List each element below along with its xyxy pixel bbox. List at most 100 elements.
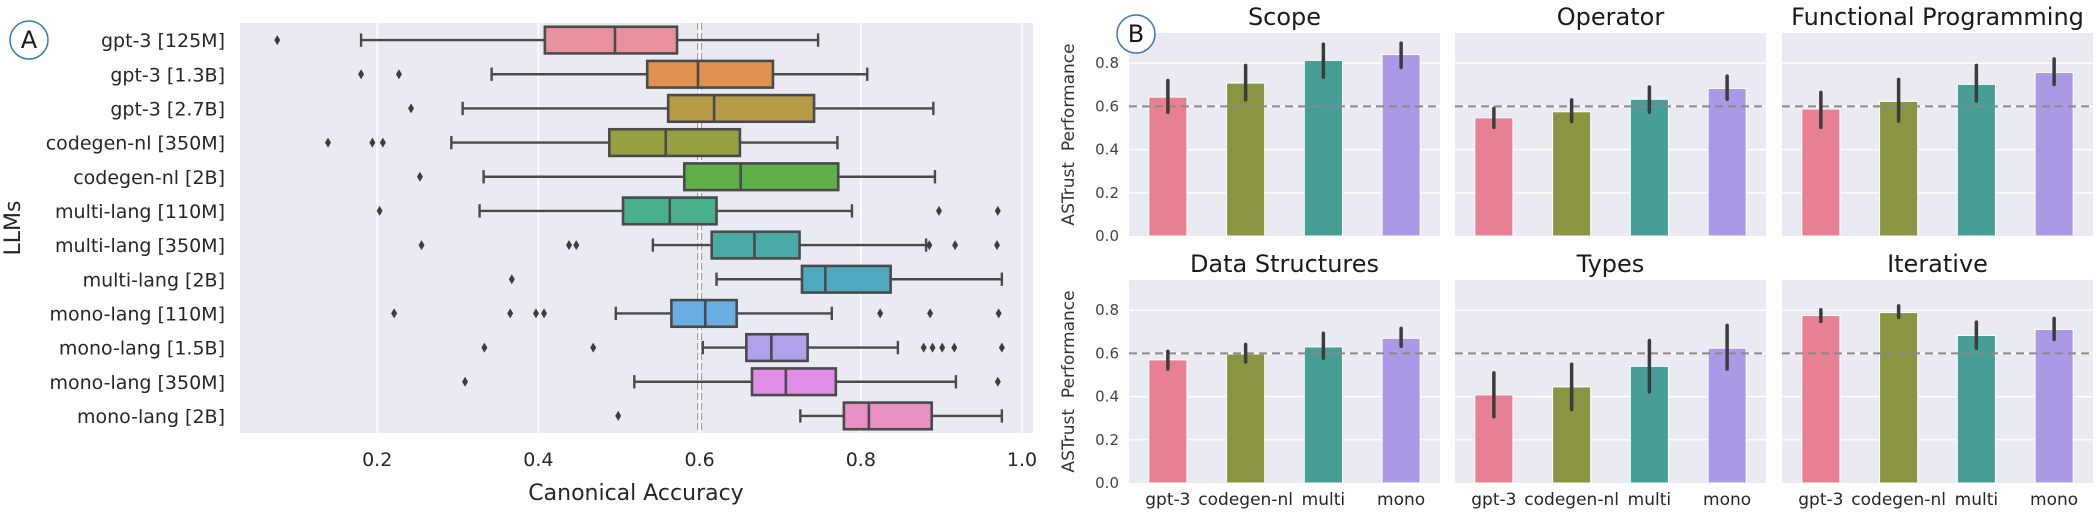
bar-multi: [1956, 83, 1996, 237]
panel-a-x-axis-label: Canonical Accuracy: [528, 481, 743, 506]
outlier-marker: [541, 308, 548, 319]
box-iqr: [645, 59, 775, 89]
outlier-marker: [507, 308, 514, 319]
subplot-operator: Operator: [1455, 3, 1766, 237]
panel-a-badge: A: [9, 20, 49, 60]
panel-a-y-tick-label: mono-lang [110M]: [49, 303, 225, 325]
subplot-data-structures: 0.0 0.2 0.4 0.6 0.8 Data Structures gpt-3 codeg…: [1059, 250, 1440, 510]
bar-mono: [1381, 337, 1421, 484]
outlier-marker: [952, 240, 959, 251]
box-gpt-3-2-7b: [408, 93, 935, 124]
outlier-marker: [418, 240, 425, 251]
subplot-y-tick-label: 0.6: [1095, 97, 1119, 115]
outlier-marker: [369, 137, 376, 148]
subplot-iterative: Iterative gpt-3 codegen-nl multi mono: [1782, 250, 2093, 510]
bar-codegen-nl: [1226, 353, 1266, 484]
panel-a-x-tick-label: 0.4: [523, 449, 553, 471]
bar-mono: [1707, 87, 1747, 237]
outlier-marker: [935, 205, 942, 216]
outlier-marker: [877, 308, 884, 319]
outlier-marker: [998, 342, 1005, 353]
bar-codegen-nl: [1879, 312, 1919, 484]
outlier-marker: [274, 35, 281, 46]
subplot-y-tick-label: 0.4: [1095, 141, 1119, 159]
panel-a-x-tick-label: 0.8: [846, 449, 876, 471]
subplot-title: Scope: [1248, 3, 1321, 31]
outlier-marker: [508, 274, 515, 285]
subplot-y-tick-label: 0.2: [1095, 184, 1119, 202]
outlier-marker: [379, 137, 386, 148]
panel-a-y-tick-label: gpt-3 [125M]: [101, 30, 225, 52]
box-iqr: [608, 127, 742, 158]
box-gpt-3-1-3b: [358, 59, 869, 89]
box-codegen-nl-2b: [416, 162, 937, 192]
panel-a-x-tick-labels: 0.2 0.4 0.6 0.8 1.0: [362, 449, 1037, 471]
box-iqr: [543, 25, 679, 55]
bar-multi: [1629, 98, 1669, 237]
box-gpt-3-125m: [274, 25, 820, 55]
bar-gpt-3: [1474, 117, 1514, 237]
bar-mono: [2034, 71, 2074, 237]
panel-b-badge: B: [1116, 14, 1156, 54]
outlier-marker: [416, 171, 423, 182]
outlier-marker: [395, 69, 402, 80]
panel-a-boxplot: gpt-3 [125M] gpt-3 [1.3B] gpt-3 [2.7B] code…: [1, 20, 1037, 506]
outlier-marker: [615, 410, 622, 421]
box-iqr: [745, 332, 809, 363]
subplot-x-tick-label: mono: [1377, 490, 1425, 510]
subplot-y-tick-label: 0.2: [1095, 431, 1119, 449]
subplot-y-axis-label: ASTrust Performance: [1059, 43, 1079, 225]
outlier-marker: [929, 342, 936, 353]
outlier-marker: [566, 240, 573, 251]
outlier-marker: [926, 240, 933, 251]
box-iqr: [842, 401, 934, 431]
subplot-x-tick-label: gpt-3: [1145, 490, 1190, 510]
panel-a-y-tick-label: codegen-nl [2B]: [73, 167, 225, 189]
box-multi-lang-110m: [376, 196, 1001, 226]
panel-a-x-tick-label: 0.6: [684, 449, 714, 471]
box-mono-lang-2b: [615, 401, 1004, 431]
subplot-y-axis-label: ASTrust Performance: [1059, 290, 1079, 472]
panel-a-x-tick-label: 1.0: [1007, 449, 1037, 471]
panel-b-subplots: 0.0 0.2 0.4 0.6 0.8 Scope ASTrust Performance O…: [1059, 3, 2093, 510]
subplot-title: Operator: [1557, 3, 1665, 31]
outlier-marker: [994, 240, 1001, 251]
outlier-marker: [358, 69, 365, 80]
bar-mono: [2034, 328, 2074, 484]
box-iqr: [800, 264, 892, 294]
panel-a-y-tick-label: gpt-3 [2.7B]: [110, 98, 225, 120]
subplot-title: Iterative: [1887, 250, 1988, 278]
bar-multi: [1303, 346, 1343, 484]
outlier-marker: [951, 342, 958, 353]
subplot-x-tick-label: mono: [2030, 490, 2078, 510]
subplot-y-tick-label: 0.4: [1095, 388, 1119, 406]
outlier-marker: [376, 205, 383, 216]
outlier-marker: [994, 376, 1001, 387]
subplot-x-tick-label: multi: [1628, 490, 1671, 510]
panel-a-y-tick-label: multi-lang [350M]: [55, 235, 225, 257]
outlier-marker: [462, 376, 469, 387]
outlier-marker: [927, 308, 934, 319]
subplot-x-tick-label: gpt-3: [1798, 490, 1843, 510]
subplot-title: Types: [1576, 250, 1645, 278]
box-mono-lang-350m: [462, 367, 1001, 397]
panel-a-reference-line: [697, 23, 703, 433]
outlier-marker: [995, 308, 1002, 319]
subplot-functional-programming: Functional Programming: [1782, 3, 2093, 237]
outlier-marker: [590, 342, 597, 353]
panel-b-badge-label: B: [1128, 20, 1144, 48]
bar-multi: [1303, 59, 1343, 237]
subplot-y-tick-label: 0.6: [1095, 344, 1119, 362]
box-mono-lang-1-5b: [481, 332, 1005, 363]
subplot-title: Data Structures: [1190, 250, 1379, 278]
panel-a-x-tick-label: 0.2: [362, 449, 392, 471]
subplot-x-tick-label: codegen-nl: [1851, 490, 1946, 510]
subplot-x-tick-label: codegen-nl: [1198, 490, 1293, 510]
subplot-x-tick-label: multi: [1955, 490, 1998, 510]
panel-a-y-tick-labels: gpt-3 [125M] gpt-3 [1.3B] gpt-3 [2.7B] code…: [46, 30, 225, 428]
panel-a-gridlines: [376, 23, 1023, 433]
panel-a-y-tick-label: mono-lang [1.5B]: [59, 338, 225, 360]
outlier-marker: [481, 342, 488, 353]
outlier-marker: [573, 240, 580, 251]
bar-gpt-3: [1801, 108, 1841, 237]
